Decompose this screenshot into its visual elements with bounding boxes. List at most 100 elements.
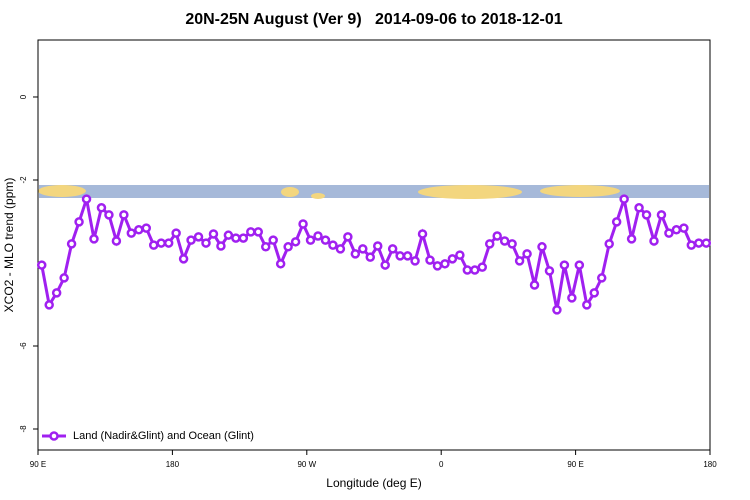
land bbox=[281, 187, 299, 197]
data-point bbox=[701, 238, 712, 248]
data-point bbox=[432, 261, 443, 271]
y-tick-label: -6 bbox=[19, 342, 28, 350]
data-point bbox=[619, 194, 629, 204]
data-point bbox=[582, 300, 592, 310]
data-point bbox=[679, 223, 689, 233]
data-point bbox=[641, 210, 652, 220]
data-point bbox=[365, 252, 376, 262]
data-point bbox=[611, 217, 622, 227]
data-point bbox=[380, 260, 390, 270]
data-point bbox=[89, 234, 99, 244]
data-point bbox=[559, 260, 570, 270]
data-point bbox=[275, 259, 286, 269]
data-point bbox=[51, 288, 62, 298]
data-point bbox=[163, 238, 174, 248]
x-tick-label: 90 E bbox=[567, 460, 583, 469]
data-point bbox=[141, 223, 152, 233]
data-point bbox=[455, 250, 465, 260]
data-point bbox=[119, 210, 129, 220]
data-point bbox=[671, 225, 682, 235]
data-point bbox=[253, 227, 264, 237]
data-point bbox=[425, 255, 435, 265]
data-point bbox=[589, 288, 600, 298]
legend-marker bbox=[49, 431, 59, 441]
y-tick-label: -8 bbox=[19, 425, 28, 433]
data-point bbox=[686, 240, 697, 250]
data-point bbox=[305, 235, 316, 245]
legend-label: Land (Nadir&Glint) and Ocean (Glint) bbox=[73, 430, 254, 442]
data-point bbox=[298, 219, 308, 229]
data-point bbox=[66, 239, 77, 249]
data-point bbox=[626, 234, 637, 244]
land bbox=[418, 185, 522, 199]
data-point bbox=[260, 242, 271, 252]
data-point bbox=[596, 273, 607, 283]
data-point bbox=[283, 242, 293, 252]
data-point bbox=[499, 236, 510, 246]
data-point bbox=[134, 225, 144, 235]
data-point bbox=[74, 217, 84, 227]
data-point bbox=[462, 265, 473, 275]
data-point bbox=[395, 251, 405, 261]
data-point bbox=[186, 235, 196, 245]
data-point bbox=[649, 236, 659, 246]
data-point bbox=[223, 230, 234, 240]
data-point bbox=[104, 210, 114, 220]
data-point bbox=[246, 227, 256, 237]
data-point bbox=[111, 236, 122, 246]
x-axis-label: Longitude (deg E) bbox=[326, 476, 421, 490]
data-point bbox=[544, 266, 555, 276]
ocean bbox=[39, 185, 709, 198]
data-point bbox=[343, 232, 353, 242]
land bbox=[311, 193, 325, 199]
data-point bbox=[402, 251, 413, 261]
data-point bbox=[440, 259, 450, 269]
x-tick-label: 90 E bbox=[30, 460, 46, 469]
data-point bbox=[44, 300, 54, 310]
data-point bbox=[193, 232, 204, 242]
data-point bbox=[529, 280, 540, 290]
data-point bbox=[148, 240, 159, 250]
data-point bbox=[492, 231, 502, 241]
data-point bbox=[507, 239, 517, 249]
x-tick-label: 90 W bbox=[297, 460, 316, 469]
data-point bbox=[514, 256, 525, 266]
chart-title: 20N-25N August (Ver 9) 2014-09-06 to 201… bbox=[185, 11, 562, 28]
data-point bbox=[171, 228, 181, 238]
data-point bbox=[59, 273, 69, 283]
data-point bbox=[350, 249, 361, 259]
data-point bbox=[201, 238, 211, 248]
data-point bbox=[387, 244, 398, 254]
x-tick-label: 0 bbox=[439, 460, 444, 469]
data-point bbox=[268, 235, 278, 245]
land bbox=[38, 185, 86, 197]
data-point bbox=[417, 229, 428, 239]
x-tick-label: 180 bbox=[166, 460, 180, 469]
data-point bbox=[216, 241, 226, 251]
data-point bbox=[358, 244, 368, 254]
map-strip bbox=[38, 185, 709, 199]
data-point bbox=[470, 265, 480, 275]
data-point bbox=[634, 203, 644, 213]
data-point bbox=[178, 254, 189, 264]
data-point bbox=[238, 233, 249, 243]
data-point bbox=[231, 233, 241, 243]
data-point bbox=[36, 260, 47, 270]
y-tick-label: -2 bbox=[19, 176, 28, 184]
data-point bbox=[126, 228, 137, 238]
data-point bbox=[208, 229, 219, 239]
data-point bbox=[410, 256, 420, 266]
data-point bbox=[694, 238, 704, 248]
data-point bbox=[335, 244, 346, 254]
data-point bbox=[537, 242, 547, 252]
x-tick-label: 180 bbox=[703, 460, 717, 469]
data-point bbox=[156, 238, 166, 248]
y-tick-label: 0 bbox=[19, 94, 28, 99]
data-point bbox=[552, 305, 562, 315]
data-point bbox=[447, 254, 458, 264]
data-point bbox=[522, 249, 532, 259]
data-point bbox=[477, 262, 488, 272]
data-point bbox=[567, 293, 577, 303]
data-point bbox=[320, 235, 331, 245]
